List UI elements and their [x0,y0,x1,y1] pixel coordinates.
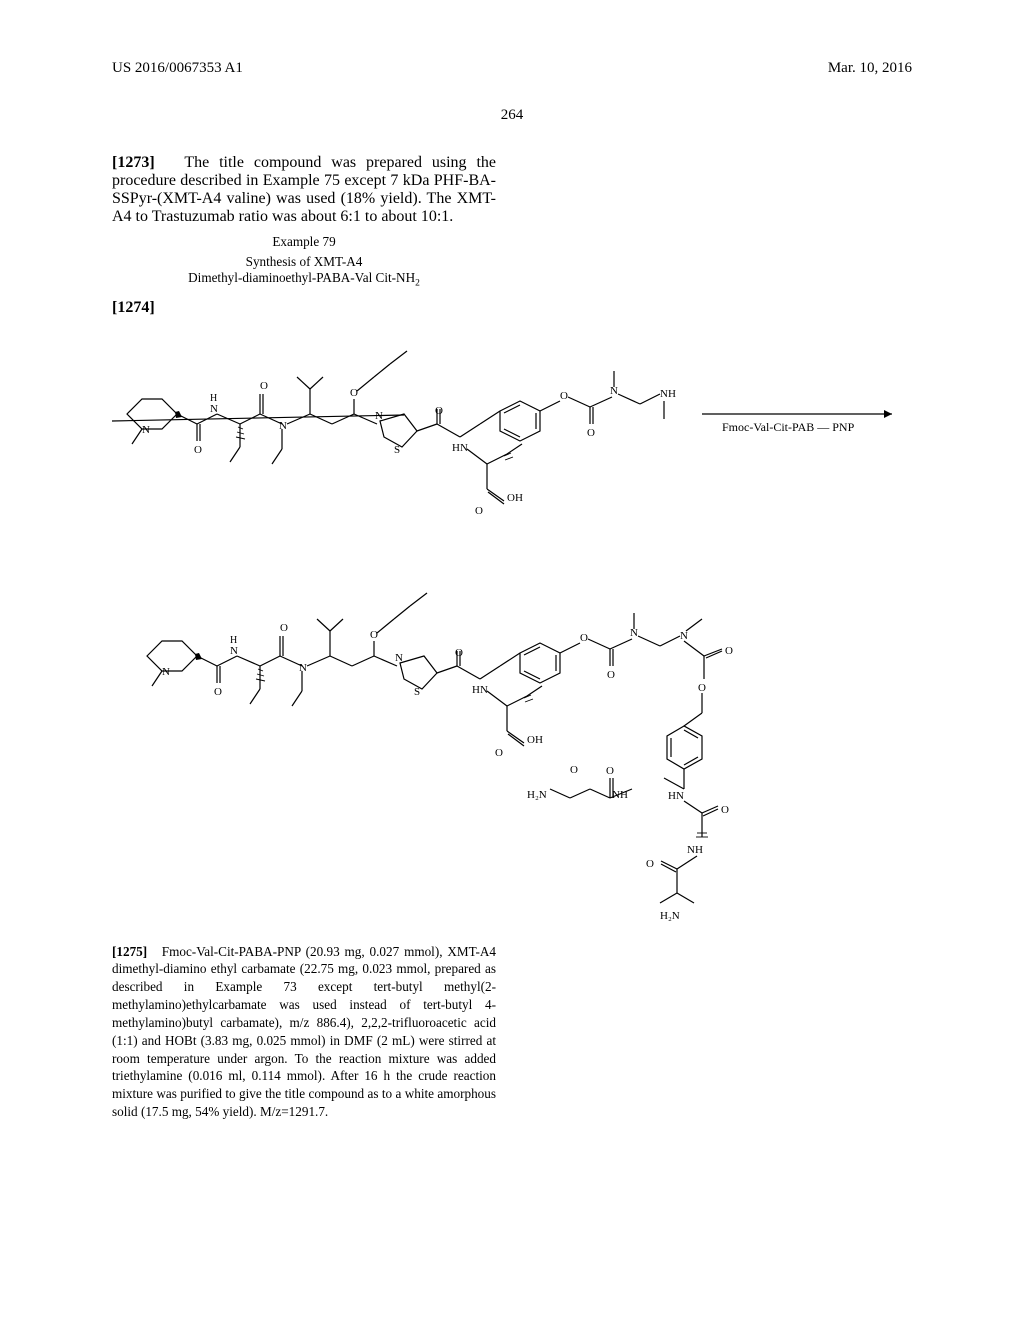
svg-text:O: O [698,682,706,694]
svg-text:N: N [142,424,150,436]
svg-text:N: N [230,645,238,657]
svg-text:N: N [299,662,307,674]
paragraph-1275: [1275] Fmoc-Val-Cit-PABA-PNP (20.93 mg, … [112,943,496,1121]
svg-text:H₂N: H₂N [527,789,547,801]
svg-text:O: O [607,669,615,681]
chemical-structure-1: N H N O [112,329,912,539]
svg-text:O: O [570,764,578,776]
svg-text:NH: NH [612,789,628,801]
top-left-block: [1273] The title compound was prepared u… [112,154,496,317]
svg-text:S: S [394,444,400,456]
svg-text:O: O [646,858,654,870]
example-sub: Synthesis of XMT-A4 Dimethyl-diaminoethy… [112,254,496,289]
svg-text:O: O [606,765,614,777]
svg-text:NH: NH [660,388,676,400]
para-number-1275: [1275] [112,944,147,959]
svg-text:O: O [721,804,729,816]
svg-text:O: O [580,632,588,644]
page-number: 264 [112,107,912,124]
svg-text:OH: OH [527,734,543,746]
publication-date: Mar. 10, 2016 [828,60,912,77]
paragraph-1274: [1274] [112,299,496,317]
svg-text:O: O [260,380,268,392]
svg-text:O: O [560,390,568,402]
svg-text:S: S [414,686,420,698]
svg-text:N: N [279,420,287,432]
svg-text:HN: HN [452,442,468,454]
svg-text:H₂N: H₂N [660,910,680,922]
svg-text:HN: HN [472,684,488,696]
svg-text:O: O [475,505,483,517]
para-number-1274: [1274] [112,299,155,316]
svg-text:Fmoc-Val-Cit-PAB — PNP: Fmoc-Val-Cit-PAB — PNP [722,420,855,434]
bottom-left-block: [1275] Fmoc-Val-Cit-PABA-PNP (20.93 mg, … [112,943,496,1121]
chemical-structure-2: N H N O O [112,551,912,931]
example-heading: Example 79 [112,234,496,250]
svg-text:O: O [725,645,733,657]
svg-text:N: N [210,403,218,415]
svg-text:N: N [162,666,170,678]
svg-text:O: O [214,686,222,698]
patent-page: US 2016/0067353 A1 Mar. 10, 2016 264 [12… [0,0,1024,1169]
svg-text:N: N [680,630,688,642]
patent-number: US 2016/0067353 A1 [112,60,243,77]
svg-text:O: O [280,622,288,634]
svg-text:OH: OH [507,492,523,504]
page-header: US 2016/0067353 A1 Mar. 10, 2016 [112,60,912,77]
paragraph-1273: [1273] The title compound was prepared u… [112,154,496,226]
svg-text:HN: HN [668,790,684,802]
svg-text:O: O [435,405,443,417]
svg-text:O: O [370,629,378,641]
svg-text:O: O [587,427,595,439]
para-1275-text: Fmoc-Val-Cit-PABA-PNP (20.93 mg, 0.027 m… [112,944,496,1119]
subscript-2: 2 [415,279,420,289]
para-number-1273: [1273] [112,154,155,171]
svg-text:O: O [194,444,202,456]
svg-text:O: O [495,747,503,759]
svg-text:O: O [455,647,463,659]
svg-text:NH: NH [687,844,703,856]
svg-text:O: O [350,387,358,399]
para-1273-text: The title compound was prepared using th… [112,154,496,225]
